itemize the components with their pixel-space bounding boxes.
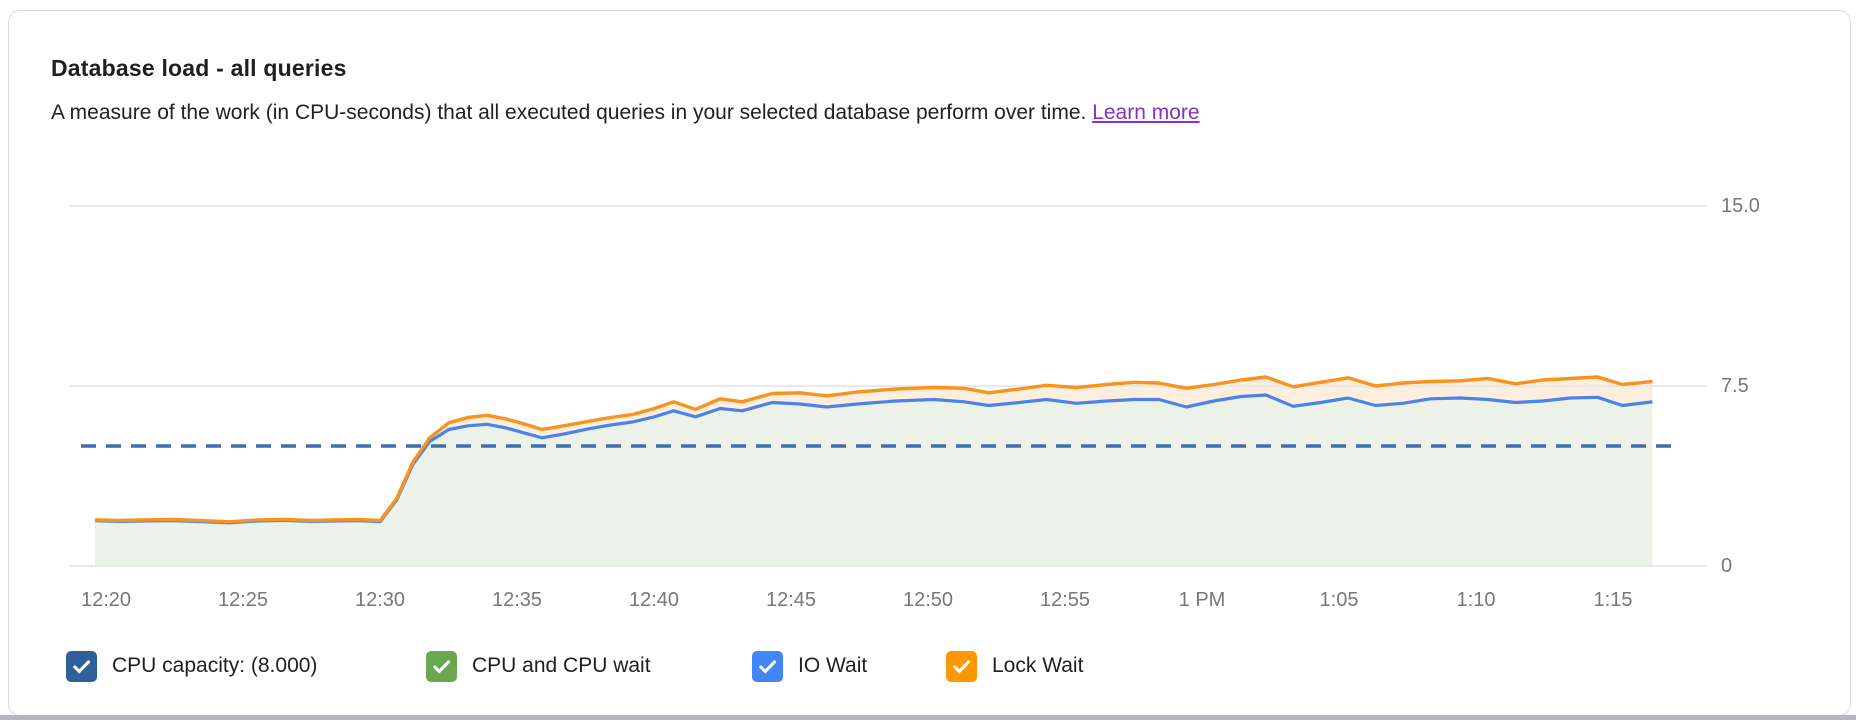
legend-item-io-wait[interactable]: IO Wait bbox=[752, 649, 867, 683]
x-axis-tick-1225: 12:25 bbox=[217, 589, 269, 611]
checkmark-icon bbox=[759, 659, 777, 674]
legend-label: Lock Wait bbox=[992, 654, 1084, 677]
x-axis-tick-1230: 12:30 bbox=[354, 589, 406, 611]
y-axis-tick-15: 15.0 bbox=[1721, 195, 1760, 217]
card-subtitle: A measure of the work (in CPU-seconds) t… bbox=[51, 101, 1200, 125]
card-title: Database load - all queries bbox=[51, 55, 347, 81]
load-chart-canvas[interactable] bbox=[69, 161, 1719, 573]
legend-item-cpu-capacity[interactable]: CPU capacity: (8.000) bbox=[66, 649, 317, 683]
x-axis-tick-115: 1:15 bbox=[1593, 589, 1633, 611]
cpu-wait-checkbox[interactable] bbox=[426, 650, 457, 682]
x-axis-tick-1pm: 1 PM bbox=[1178, 589, 1226, 611]
x-axis-tick-1235: 12:35 bbox=[491, 589, 543, 611]
checkmark-icon bbox=[73, 659, 91, 674]
checkmark-icon bbox=[433, 659, 451, 674]
x-axis-tick-110: 1:10 bbox=[1456, 589, 1496, 611]
database-load-card: Database load - all queries A measure of… bbox=[8, 10, 1851, 716]
x-axis-tick-1220: 12:20 bbox=[80, 589, 132, 611]
x-axis-tick-1240: 12:40 bbox=[628, 589, 680, 611]
learn-more-link[interactable]: Learn more bbox=[1092, 101, 1200, 124]
legend-item-lock-wait[interactable]: Lock Wait bbox=[946, 649, 1083, 683]
legend-label: CPU and CPU wait bbox=[472, 654, 651, 677]
subtitle-text: A measure of the work (in CPU-seconds) t… bbox=[51, 101, 1087, 124]
cpu-capacity-checkbox[interactable] bbox=[66, 650, 97, 682]
y-axis-tick-7-5: 7.5 bbox=[1721, 375, 1749, 397]
x-axis-tick-1255: 12:55 bbox=[1039, 589, 1091, 611]
lock-wait-checkbox[interactable] bbox=[946, 650, 977, 682]
y-axis-tick-0: 0 bbox=[1721, 555, 1733, 577]
io-wait-checkbox[interactable] bbox=[752, 650, 783, 682]
page-bottom-divider bbox=[0, 715, 1856, 720]
legend-label: IO Wait bbox=[798, 654, 868, 677]
legend-label: CPU capacity: (8.000) bbox=[112, 654, 318, 677]
checkmark-icon bbox=[953, 659, 971, 674]
x-axis-tick-1250: 12:50 bbox=[902, 589, 954, 611]
legend-item-cpu-and-cpu-wait[interactable]: CPU and CPU wait bbox=[426, 649, 651, 683]
x-axis-tick-1245: 12:45 bbox=[765, 589, 817, 611]
x-axis-tick-105: 1:05 bbox=[1319, 589, 1359, 611]
